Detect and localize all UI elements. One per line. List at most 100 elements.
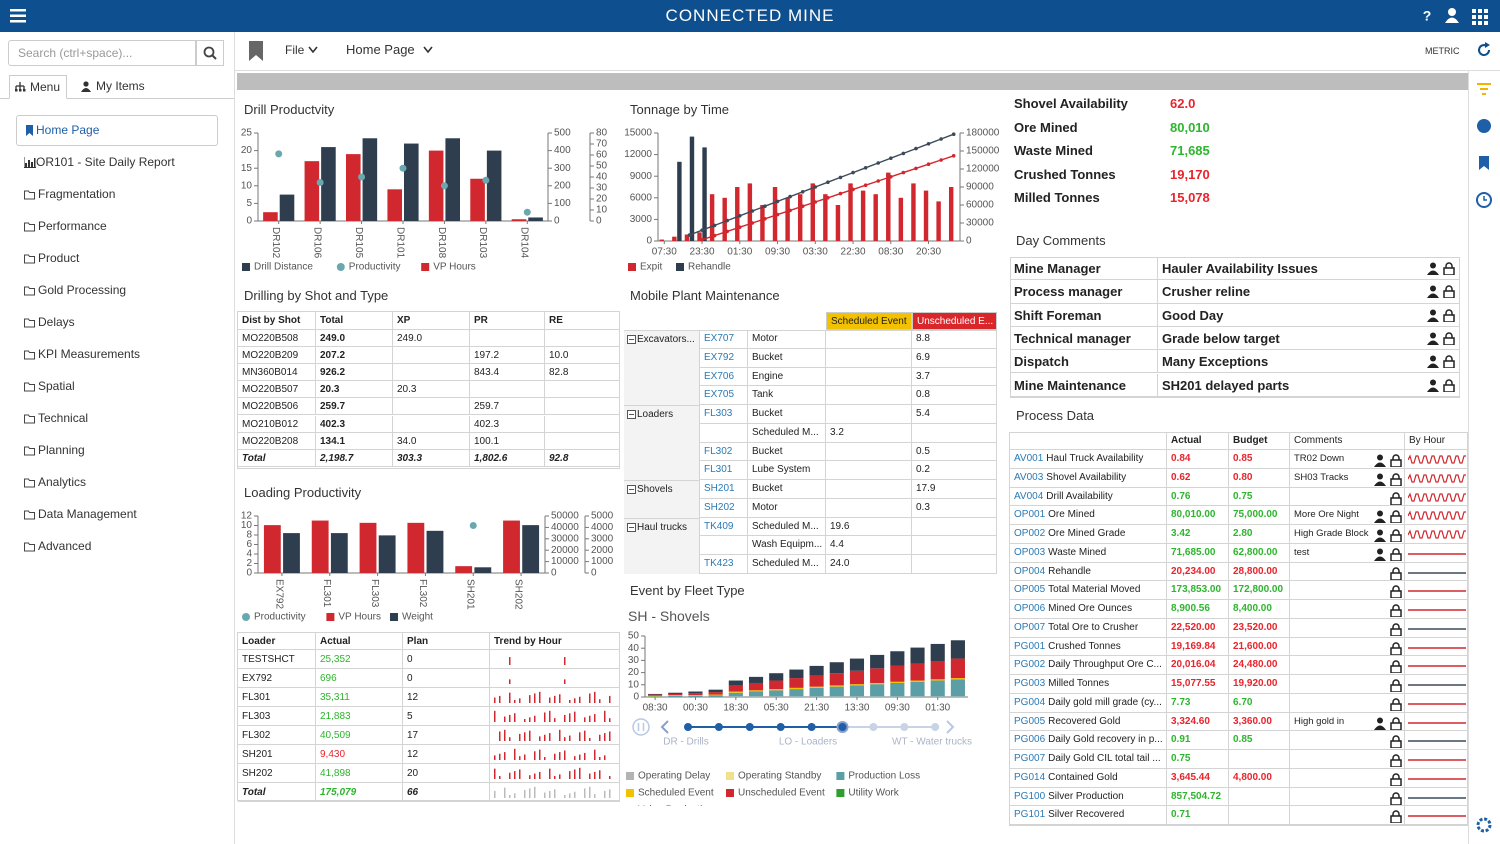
process-code[interactable]: AV003 bbox=[1014, 471, 1044, 483]
lock-icon[interactable] bbox=[1390, 604, 1402, 617]
lock-icon[interactable] bbox=[1390, 585, 1402, 599]
process-code[interactable]: PG007 bbox=[1014, 753, 1046, 764]
lock-icon[interactable] bbox=[1390, 791, 1402, 805]
line-point bbox=[838, 191, 843, 196]
process-code[interactable]: OP005 bbox=[1014, 584, 1046, 596]
lock-icon[interactable] bbox=[1390, 773, 1402, 786]
person-icon[interactable] bbox=[1427, 285, 1439, 299]
lock-icon[interactable] bbox=[1390, 510, 1402, 524]
lock-icon[interactable] bbox=[1443, 355, 1455, 369]
process-code[interactable]: OP001 bbox=[1014, 509, 1046, 521]
rail-icons[interactable] bbox=[1472, 78, 1496, 838]
lock-icon[interactable] bbox=[1390, 623, 1402, 636]
menu-item[interactable]: OR101 - Site Daily Report bbox=[36, 155, 175, 169]
person-icon[interactable] bbox=[1427, 355, 1439, 369]
lock-icon[interactable] bbox=[1390, 473, 1402, 486]
menu-item[interactable]: Planning bbox=[38, 443, 85, 457]
person-icon[interactable] bbox=[1427, 379, 1439, 392]
person-icon[interactable] bbox=[1374, 529, 1386, 542]
person-icon[interactable] bbox=[1427, 309, 1439, 322]
menu-item[interactable]: Analytics bbox=[38, 475, 87, 489]
menu-item[interactable]: Gold Processing bbox=[38, 283, 127, 297]
lock-icon[interactable] bbox=[1443, 308, 1455, 322]
lock-icon[interactable] bbox=[1390, 810, 1402, 824]
file-menu[interactable]: File bbox=[285, 43, 305, 57]
person-icon[interactable] bbox=[1374, 548, 1386, 561]
icon-part bbox=[1377, 717, 1383, 723]
lock-icon[interactable] bbox=[1390, 735, 1402, 749]
lock-icon[interactable] bbox=[1443, 262, 1455, 275]
menu-button[interactable] bbox=[10, 9, 26, 23]
lock-icon[interactable] bbox=[1390, 641, 1402, 655]
lock-icon[interactable] bbox=[1390, 529, 1402, 542]
search-button[interactable] bbox=[196, 40, 224, 66]
lock-icon[interactable] bbox=[1443, 332, 1455, 345]
lock-icon[interactable] bbox=[1390, 716, 1402, 730]
icon-part bbox=[25, 163, 27, 167]
spark-bar bbox=[564, 737, 566, 741]
process-code[interactable]: AV001 bbox=[1014, 453, 1044, 464]
lock-icon[interactable] bbox=[1390, 454, 1402, 467]
group-cell: Excavators... bbox=[624, 330, 700, 349]
comment-text: Crusher reline bbox=[1158, 280, 1460, 304]
process-name: Daily Gold recovery in p... bbox=[1048, 734, 1163, 746]
process-code[interactable]: PG101 bbox=[1014, 809, 1046, 821]
lock-icon[interactable] bbox=[1443, 285, 1455, 299]
process-code[interactable]: PG002 bbox=[1014, 659, 1046, 671]
refresh-icon[interactable] bbox=[1476, 42, 1492, 58]
menu-icon bbox=[24, 190, 35, 200]
lock-icon[interactable] bbox=[1390, 679, 1402, 692]
name-cell: PG014 Contained Gold bbox=[1010, 768, 1167, 788]
process-code[interactable]: PG005 bbox=[1014, 715, 1046, 727]
page-menu[interactable]: Home Page bbox=[346, 42, 415, 57]
menu-item[interactable]: KPI Measurements bbox=[38, 347, 141, 361]
lock-icon[interactable] bbox=[1390, 754, 1402, 767]
process-code[interactable]: PG014 bbox=[1014, 771, 1046, 783]
pause-button[interactable] bbox=[632, 718, 650, 736]
menu-item[interactable]: Spatial bbox=[38, 379, 75, 393]
person-icon[interactable] bbox=[1374, 717, 1386, 730]
process-code[interactable]: OP006 bbox=[1014, 603, 1046, 614]
process-code[interactable]: PG001 bbox=[1014, 640, 1046, 652]
menu-item[interactable]: Fragmentation bbox=[38, 187, 116, 201]
process-code[interactable]: OP004 bbox=[1014, 565, 1046, 577]
person-icon[interactable] bbox=[1374, 454, 1386, 467]
sidebar-tab[interactable]: My Items bbox=[96, 79, 145, 93]
menu-item[interactable]: Delays bbox=[38, 315, 75, 329]
process-code[interactable]: OP007 bbox=[1014, 621, 1046, 633]
menu-item[interactable]: Home Page bbox=[36, 123, 100, 137]
lock-icon[interactable] bbox=[1390, 660, 1402, 674]
process-code[interactable]: AV004 bbox=[1014, 490, 1044, 502]
bookmark-icon[interactable] bbox=[248, 41, 264, 61]
sidebar-tab[interactable]: Menu bbox=[9, 75, 68, 99]
lock-icon[interactable] bbox=[1390, 698, 1402, 711]
process-code[interactable]: PG006 bbox=[1014, 734, 1046, 746]
units-toggle[interactable]: METRIC bbox=[1425, 46, 1460, 56]
process-code[interactable]: PG100 bbox=[1014, 790, 1046, 802]
menu-item[interactable]: Data Management bbox=[38, 507, 137, 521]
spark-bar bbox=[609, 731, 611, 741]
icon-part bbox=[83, 81, 89, 87]
lock-icon[interactable] bbox=[1390, 548, 1402, 561]
tick-label: 60000 bbox=[966, 200, 994, 211]
process-code[interactable]: OP003 bbox=[1014, 546, 1046, 558]
lock-icon[interactable] bbox=[1443, 378, 1455, 392]
person-icon[interactable] bbox=[1374, 510, 1386, 524]
menu-item[interactable]: Technical bbox=[38, 411, 89, 425]
spark-bar bbox=[544, 734, 546, 741]
person-icon[interactable] bbox=[1427, 262, 1439, 275]
table-cell: 259.7 bbox=[470, 398, 545, 416]
header-icons[interactable]: ? bbox=[1418, 7, 1494, 25]
person-icon[interactable] bbox=[1374, 473, 1386, 486]
tick-label: 5000 bbox=[591, 511, 614, 522]
lock-icon[interactable] bbox=[1390, 566, 1402, 580]
process-code[interactable]: PG004 bbox=[1014, 696, 1046, 708]
lock-icon[interactable] bbox=[1390, 491, 1402, 505]
process-code[interactable]: PG003 bbox=[1014, 678, 1046, 689]
search-input[interactable]: Search (ctrl+space)... bbox=[8, 40, 196, 66]
menu-item[interactable]: Advanced bbox=[38, 539, 92, 553]
person-icon[interactable] bbox=[1427, 332, 1439, 345]
menu-item[interactable]: Performance bbox=[38, 219, 107, 233]
menu-item[interactable]: Product bbox=[38, 251, 80, 265]
process-code[interactable]: OP002 bbox=[1014, 528, 1046, 539]
